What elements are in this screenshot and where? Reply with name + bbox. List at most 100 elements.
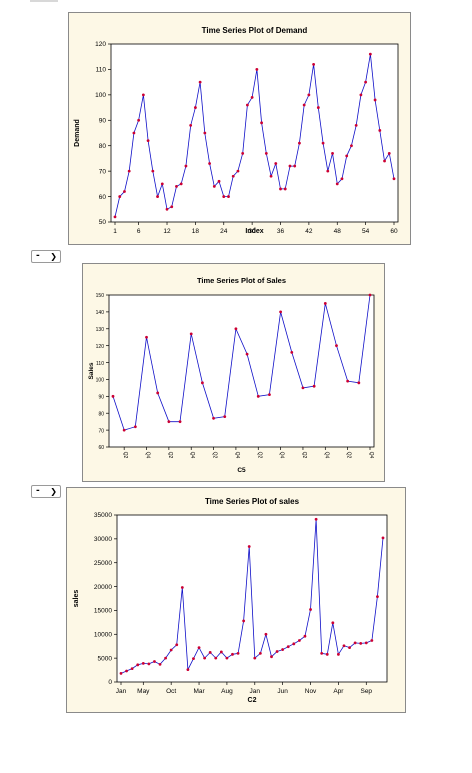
data-point [133,425,137,429]
y-tick-label: 0 [108,679,112,686]
data-point [151,169,155,173]
data-point [179,182,183,186]
data-point [231,652,234,656]
data-point [255,68,259,71]
data-point [122,428,126,432]
data-point [208,651,212,654]
x-tick-label: 42 [305,228,313,235]
data-point [198,80,202,84]
dropdown-select-1[interactable]: - ❯ [31,250,61,263]
x-tick-label: Sep [360,688,372,695]
y-tick-label: 80 [99,143,107,150]
data-point [178,420,182,424]
chart-title: Time Series Plot of sales [205,497,300,506]
data-point [364,80,368,84]
data-point [170,205,174,209]
data-point [264,632,268,636]
data-point [359,93,363,97]
data-point [298,141,301,145]
data-point [376,595,379,598]
data-point [231,174,235,178]
data-point [241,151,245,155]
data-point [212,416,215,420]
data-point [200,381,204,385]
data-point [197,646,201,650]
data-point [236,651,240,655]
data-point [288,164,292,168]
data-point [164,656,167,660]
data-point [281,648,285,651]
x-tick-label: Q2 [167,452,173,459]
data-point [227,195,230,198]
data-point [258,651,262,655]
data-point [123,190,126,193]
data-point [130,667,134,671]
data-point [314,517,318,521]
data-point [342,644,346,648]
data-point [160,182,164,186]
data-point [119,672,123,675]
data-point [219,650,223,654]
data-point [184,164,188,168]
x-tick-label: Q2 [301,452,307,459]
data-point [387,151,391,155]
series-line [114,54,395,217]
data-point [286,645,290,649]
x-tick-label: Q2 [122,452,128,459]
data-point [309,608,312,611]
data-point [325,652,329,656]
x-tick-label: Jun [277,688,288,695]
data-point [192,657,195,661]
chart-title: Time Series Plot of Sales [197,276,286,285]
data-point [156,195,159,198]
data-point [283,187,287,191]
data-point [316,106,320,109]
y-tick-label: 20000 [94,584,112,591]
y-tick-label: 15000 [94,608,112,615]
x-tick-label: Aug [221,688,233,695]
data-point [175,185,178,188]
data-point [222,195,226,198]
data-point [156,391,160,395]
data-point [242,619,246,623]
data-point [141,93,145,97]
x-tick-label: 12 [163,228,171,235]
data-point [301,386,305,390]
x-tick-label: Q4 [323,452,329,459]
x-tick-label: Q2 [346,452,352,459]
data-point [354,123,358,127]
x-tick-label: May [137,688,150,695]
data-point [274,162,278,165]
data-point [136,663,140,667]
x-tick-label: 24 [220,228,228,235]
y-tick-label: 110 [96,361,104,367]
select-value: - [36,486,40,496]
data-point [175,643,179,647]
x-tick-label: Q4 [279,452,285,459]
data-point [368,293,372,297]
x-tick-label: Q4 [368,452,374,459]
sales-monthly-chart: Time Series Plot of sales 0 5000 10000 15000… [73,497,388,704]
y-axis-label: Sales [88,362,95,379]
x-tick-label: Q4 [234,452,240,459]
data-point [169,648,173,652]
data-point [186,668,190,671]
dropdown-select-2[interactable]: - ❯ [31,485,61,498]
data-point [203,656,207,660]
data-point [370,639,374,642]
data-point [269,174,273,178]
data-point [180,586,184,589]
data-point [113,215,117,219]
data-point [127,169,131,173]
x-tick-label: 48 [334,228,342,235]
data-point [118,195,122,198]
data-point [225,656,229,660]
data-point [359,641,363,645]
data-point [132,131,136,135]
data-point [270,655,273,659]
data-point [147,662,151,666]
x-tick-label: 1 [113,228,117,235]
data-point [290,351,294,354]
data-point [153,660,156,663]
data-point [214,656,218,660]
